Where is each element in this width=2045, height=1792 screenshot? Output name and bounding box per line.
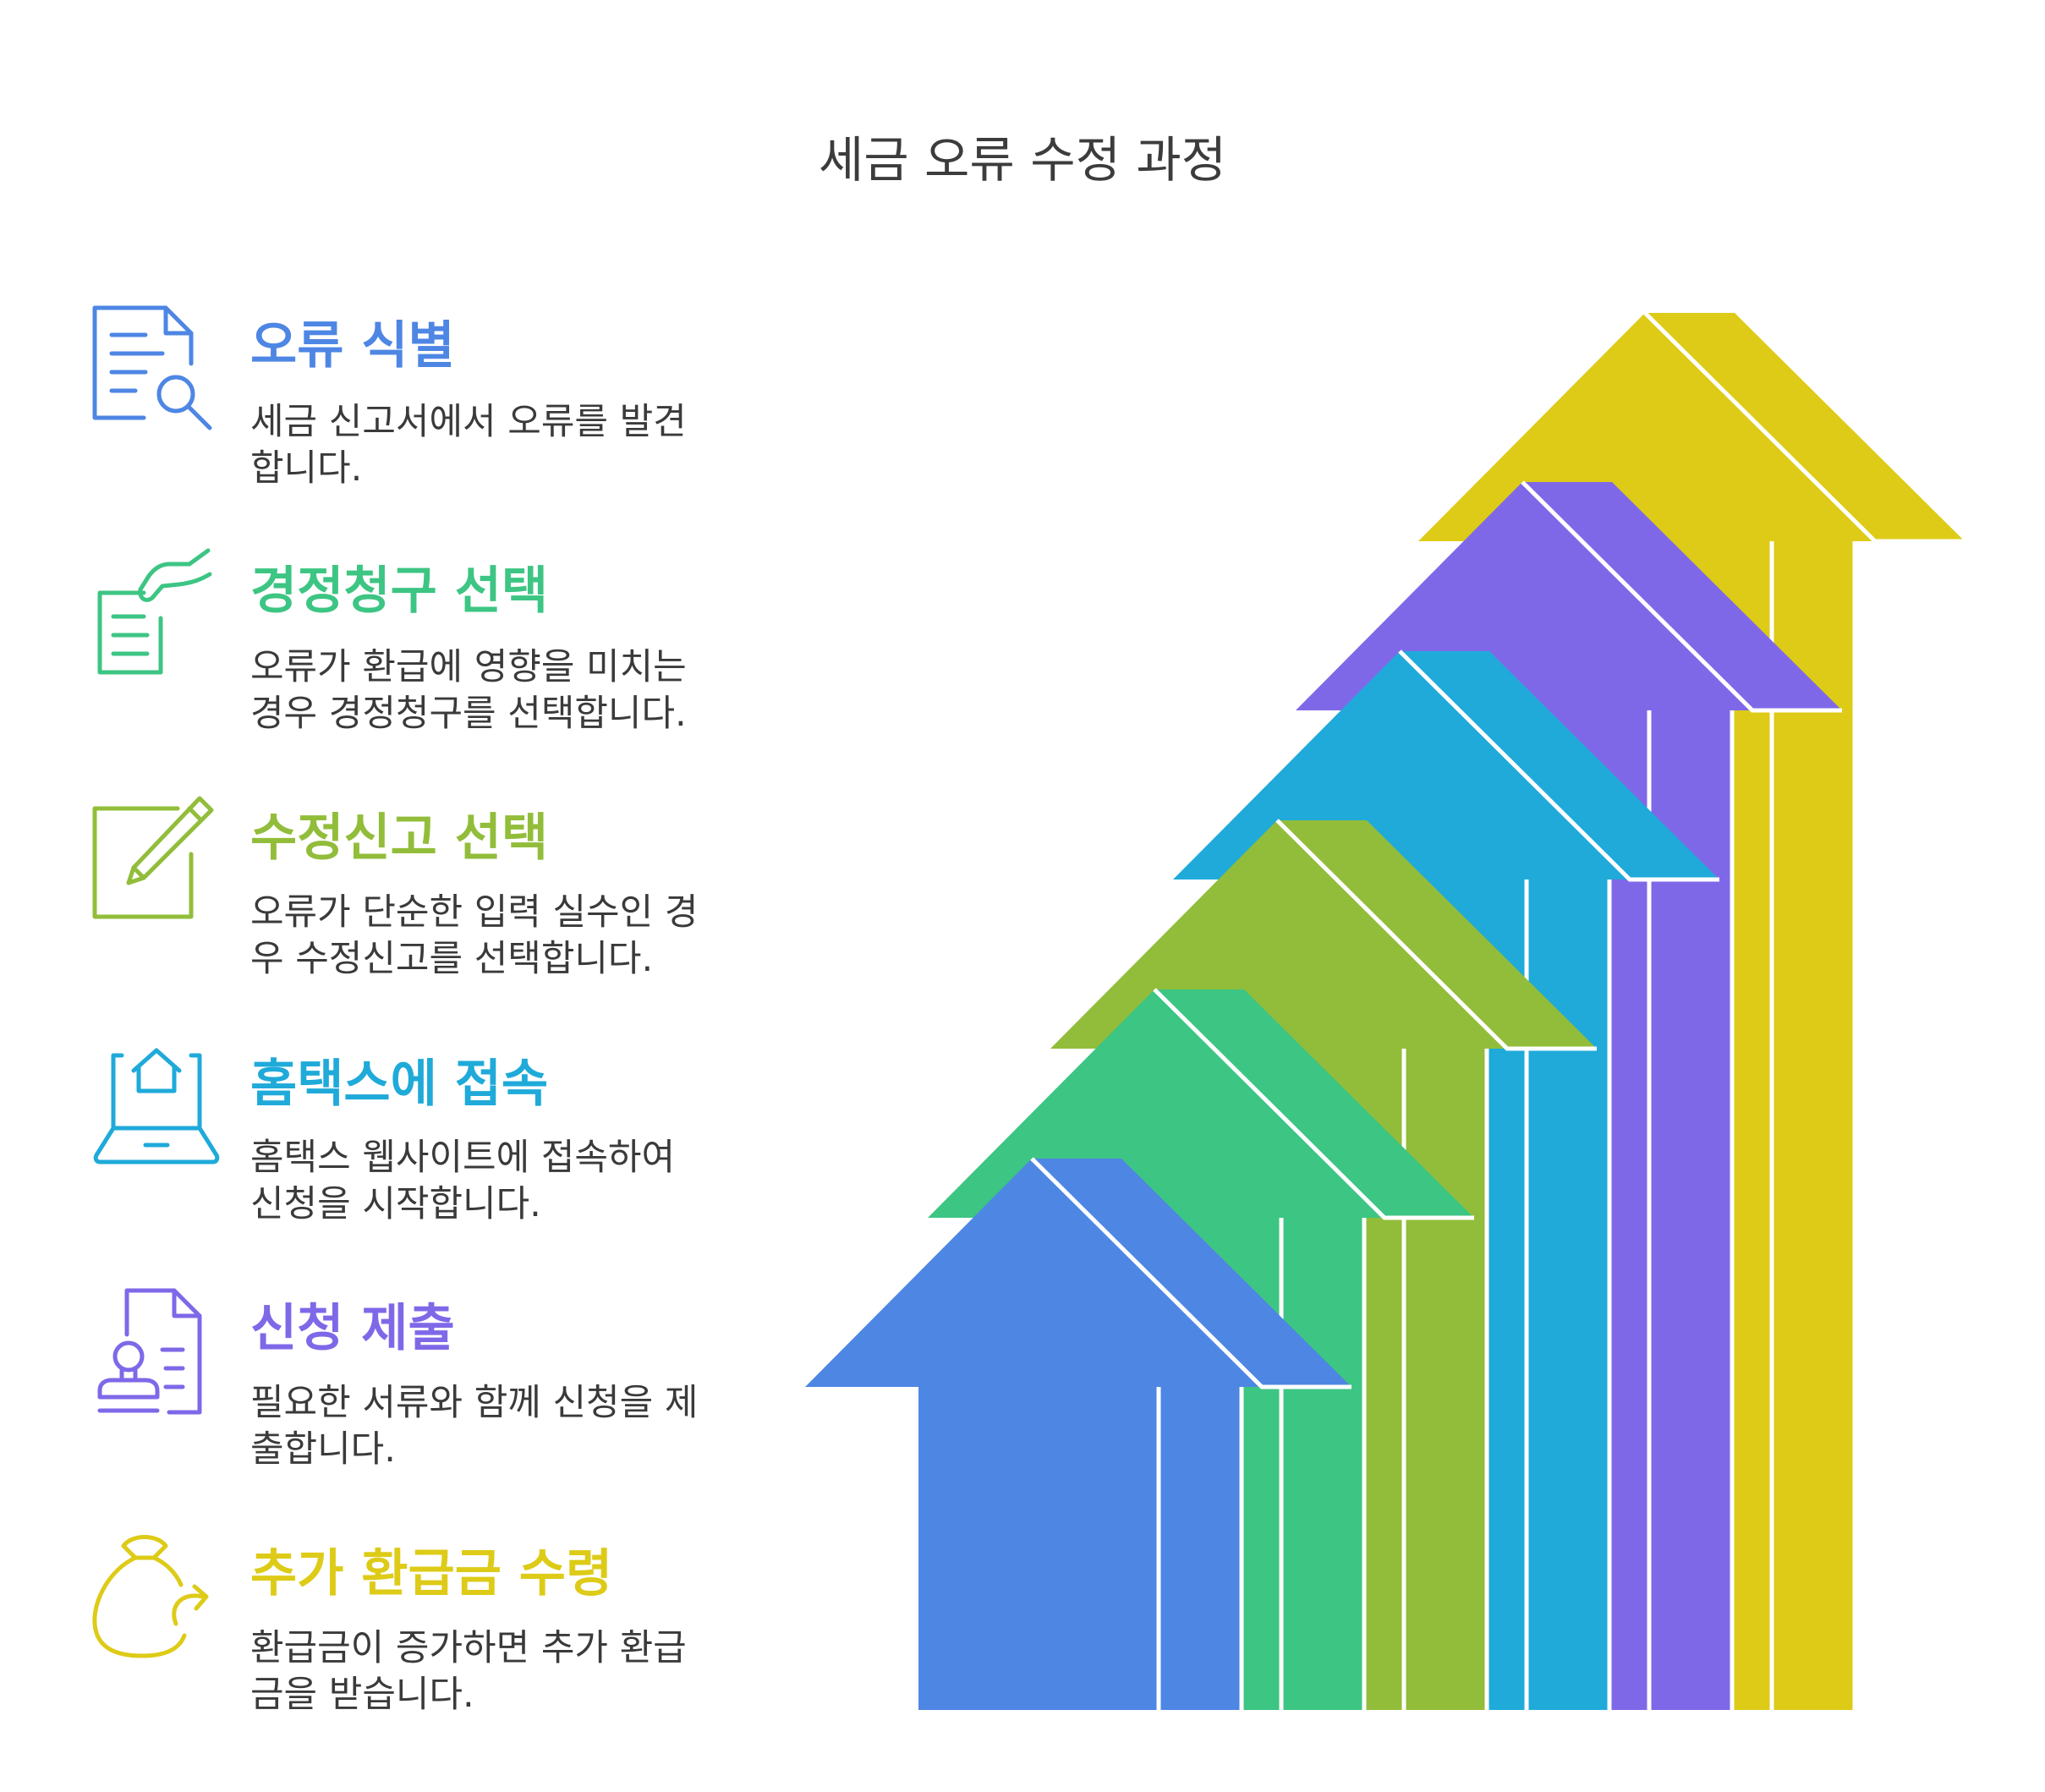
step-desc-hometax: 홈택스 웹사이트에 접속하여 신청을 시작합니다. [250, 1137, 676, 1225]
edit-pencil-icon [85, 793, 220, 929]
step-title-amend: 수정신고 선택 [250, 808, 549, 868]
step-title-identify: 오류 식별 [250, 316, 455, 375]
arrow-1 [805, 1157, 1351, 1710]
hand-document-icon [85, 545, 220, 681]
laptop-home-icon [85, 1038, 220, 1174]
step-desc-identify: 세금 신고서에서 오류를 발견 합니다. [250, 401, 687, 490]
money-bag-icon [85, 1529, 220, 1664]
step-title-hometax: 홈택스에 접속 [250, 1055, 549, 1114]
step-title-submit: 신청 제출 [250, 1299, 455, 1358]
step-desc-claim: 오류가 환급에 영향을 미치는 경우 경정청구를 선택합니다. [250, 646, 687, 735]
step-desc-refund: 환급금이 증가하면 추가 환급 금을 받습니다. [250, 1627, 687, 1716]
step-title-claim: 경정청구 선택 [250, 562, 549, 621]
step-desc-submit: 필요한 서류와 함께 신청을 제 출합니다. [250, 1382, 699, 1471]
document-search-icon [85, 298, 220, 433]
step-title-refund: 추가 환급금 수령 [250, 1544, 613, 1603]
stamp-document-icon [85, 1284, 220, 1419]
page-title: 세금 오류 수정 과정 [818, 131, 1227, 189]
step-desc-amend: 오류가 단순한 입력 실수인 경 우 수정신고를 선택합니다. [250, 891, 699, 980]
